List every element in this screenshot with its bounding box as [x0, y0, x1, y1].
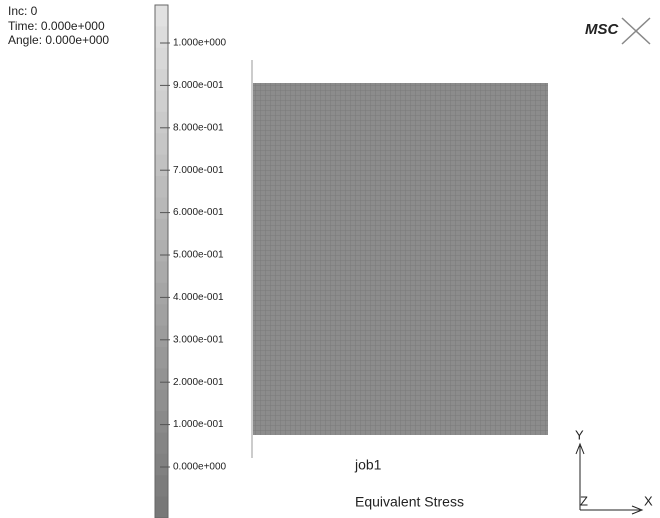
legend-label: 2.000e-001	[173, 377, 224, 388]
legend-label: 3.000e-001	[173, 334, 224, 345]
legend-segment	[155, 240, 168, 262]
legend-segment	[155, 411, 168, 433]
legend-segment	[155, 326, 168, 348]
angle-label: Angle: 0.000e+000	[8, 33, 109, 47]
legend-label: 1.000e-001	[173, 419, 224, 430]
inc-label: Inc: 0	[8, 4, 38, 18]
mesh	[253, 83, 548, 435]
legend-segment	[155, 219, 168, 241]
legend-segment	[155, 155, 168, 177]
legend-segment	[155, 347, 168, 369]
legend-segment	[155, 433, 168, 455]
axis-y: Y	[575, 427, 584, 442]
legend-segment	[155, 390, 168, 412]
axis-x: X	[644, 493, 653, 508]
viewport: Inc: 0 Time: 0.000e+000 Angle: 0.000e+00…	[0, 0, 660, 518]
legend-label: 9.000e-001	[173, 80, 224, 91]
legend-segment	[155, 133, 168, 155]
job-name: job1	[354, 457, 382, 473]
legend-segment	[155, 91, 168, 113]
legend-segment	[155, 176, 168, 198]
legend-label: 4.000e-001	[173, 292, 224, 303]
legend-label: 8.000e-001	[173, 122, 224, 133]
legend-segment	[155, 5, 168, 27]
logo-mark	[622, 18, 650, 44]
legend-label: 6.000e-001	[173, 207, 224, 218]
legend-label: 7.000e-001	[173, 165, 224, 176]
legend-bar	[155, 5, 170, 518]
result-name: Equivalent Stress	[355, 494, 464, 510]
legend-segment	[155, 454, 168, 476]
legend-label: 5.000e-001	[173, 250, 224, 261]
legend-segment	[155, 48, 168, 70]
legend-segment	[155, 497, 168, 518]
legend-label: 0.000e+000	[173, 462, 227, 473]
legend-segment	[155, 112, 168, 134]
legend-segment	[155, 26, 168, 48]
legend-label: 1.000e+000	[173, 38, 227, 49]
axis-z: Z	[580, 493, 588, 508]
legend-segment	[155, 69, 168, 91]
legend-segment	[155, 304, 168, 326]
logo: MSC	[585, 21, 620, 38]
legend-segment	[155, 197, 168, 219]
legend-segment	[155, 262, 168, 284]
legend-segment	[155, 475, 168, 497]
legend-segment	[155, 368, 168, 390]
time-label: Time: 0.000e+000	[8, 19, 105, 33]
legend-segment	[155, 283, 168, 305]
